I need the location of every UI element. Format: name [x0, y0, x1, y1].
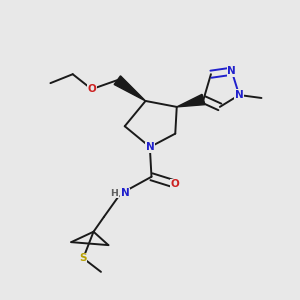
Text: N: N [146, 142, 154, 152]
Polygon shape [114, 76, 146, 101]
Text: O: O [171, 179, 180, 189]
Polygon shape [177, 94, 205, 107]
Text: N: N [235, 90, 244, 100]
Text: N: N [227, 66, 236, 76]
Text: N: N [121, 188, 130, 198]
Text: O: O [88, 84, 96, 94]
Text: H: H [110, 189, 118, 198]
Text: S: S [80, 254, 87, 263]
